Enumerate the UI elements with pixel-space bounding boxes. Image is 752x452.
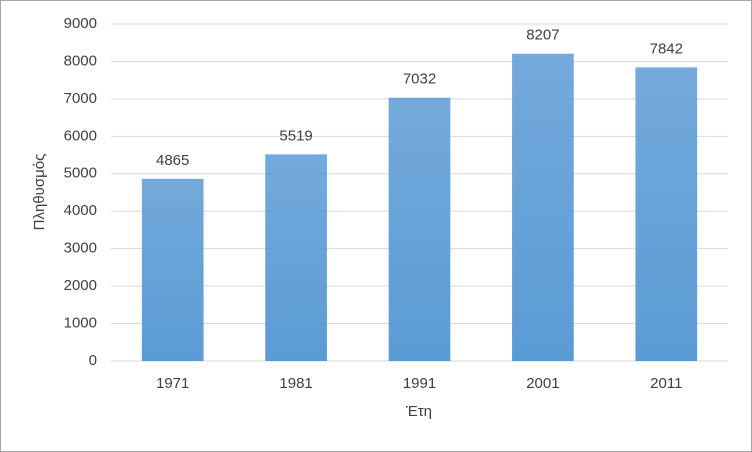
y-axis-title: Πληθυσμός — [31, 154, 48, 231]
bar — [635, 67, 698, 362]
y-tick-label: 6000 — [64, 127, 97, 144]
x-tick-label: 2011 — [650, 375, 682, 392]
y-tick-label: 0 — [89, 352, 97, 369]
data-label: 4865 — [156, 152, 189, 169]
y-tick-label: 3000 — [64, 240, 97, 257]
x-tick-label: 1981 — [279, 375, 312, 392]
data-label: 8207 — [526, 27, 559, 44]
data-label: 5519 — [279, 127, 312, 144]
y-tick-label: 2000 — [64, 277, 97, 294]
bar — [141, 178, 204, 361]
y-tick-label: 9000 — [64, 15, 97, 32]
data-label: 7842 — [650, 40, 683, 57]
bar — [512, 53, 574, 361]
bar — [265, 154, 327, 361]
x-tick-label: 2001 — [526, 375, 559, 392]
y-tick-label: 7000 — [64, 90, 97, 107]
y-tick-label: 4000 — [64, 202, 97, 219]
x-tick-label: 1971 — [156, 375, 189, 392]
y-tick-label: 1000 — [64, 315, 97, 332]
x-tick-label: 1991 — [403, 375, 436, 392]
y-tick-label: 8000 — [64, 52, 97, 69]
data-label: 7032 — [403, 71, 436, 88]
bar — [388, 97, 451, 361]
y-tick-label: 5000 — [64, 165, 97, 182]
x-axis-title: Έτη — [405, 403, 432, 420]
